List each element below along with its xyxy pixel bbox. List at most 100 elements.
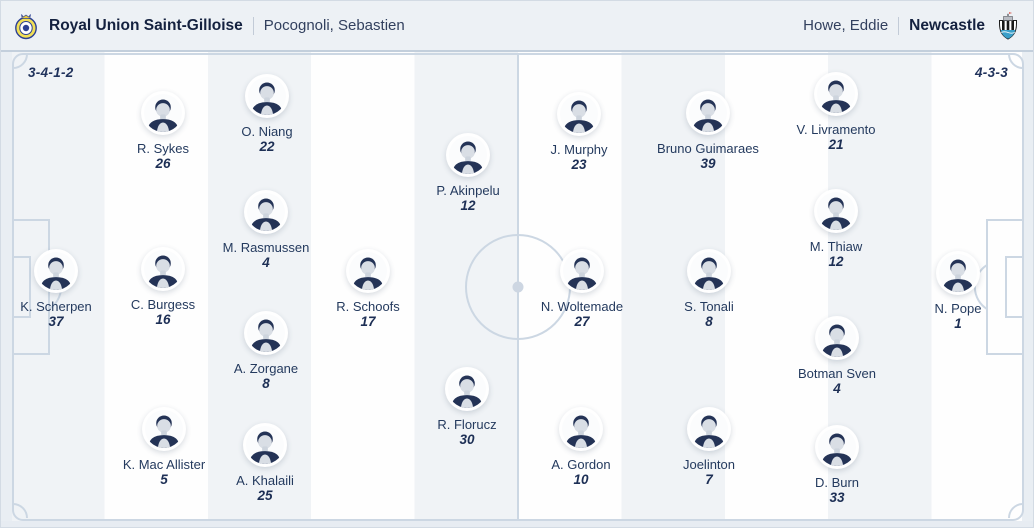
player-avatar [815, 316, 859, 360]
player-away[interactable]: Joelinton 7 [654, 407, 764, 488]
player-avatar [687, 407, 731, 451]
player-name: P. Akinpelu [436, 183, 500, 198]
player-name: O. Niang [241, 124, 293, 139]
player-silhouette-icon [689, 94, 727, 132]
player-number: 22 [259, 139, 275, 154]
player-avatar [142, 407, 186, 451]
player-name: Joelinton [682, 457, 736, 472]
player-number: 8 [262, 376, 270, 391]
player-name: M. Rasmussen [222, 240, 310, 255]
player-name: R. Schoofs [336, 299, 400, 314]
player-home[interactable]: A. Khalaili 25 [210, 423, 320, 504]
player-name: R. Sykes [136, 141, 189, 156]
player-avatar [686, 91, 730, 135]
player-number: 12 [828, 254, 844, 269]
player-number: 8 [705, 314, 713, 329]
player-name: C. Burgess [130, 297, 196, 312]
player-avatar [687, 249, 731, 293]
player-avatar [141, 247, 185, 291]
player-silhouette-icon [247, 314, 285, 352]
player-silhouette-icon [818, 319, 856, 357]
player-avatar [446, 133, 490, 177]
player-number: 7 [705, 472, 713, 487]
player-avatar [243, 423, 287, 467]
player-avatar [244, 311, 288, 355]
player-away[interactable]: N. Woltemade 27 [527, 249, 637, 330]
player-number: 21 [828, 137, 844, 152]
player-silhouette-icon [449, 136, 487, 174]
lineups-header: Royal Union Saint-Gilloise Pocognoli, Se… [1, 1, 1033, 52]
player-silhouette-icon [145, 410, 183, 448]
player-number: 10 [573, 472, 589, 487]
player-home[interactable]: O. Niang 22 [212, 74, 322, 155]
player-silhouette-icon [818, 428, 856, 466]
pitch-right-margin [1022, 52, 1033, 527]
player-name: A. Gordon [551, 457, 611, 472]
player-number: 25 [257, 488, 273, 503]
player-avatar [346, 249, 390, 293]
player-away[interactable]: D. Burn 33 [782, 425, 892, 506]
player-away[interactable]: A. Gordon 10 [526, 407, 636, 488]
player-number: 16 [155, 312, 171, 327]
player-name: D. Burn [814, 475, 860, 490]
player-name: Bruno Guimaraes [657, 141, 759, 156]
player-avatar [560, 249, 604, 293]
player-silhouette-icon [37, 252, 75, 290]
player-avatar [557, 92, 601, 136]
player-name: Botman Sven [797, 366, 877, 381]
pitch-left-margin [1, 52, 12, 527]
player-home[interactable]: K. Mac Allister 5 [109, 407, 219, 488]
away-team-crest-icon[interactable] [995, 11, 1021, 40]
player-avatar [244, 190, 288, 234]
player-home[interactable]: R. Schoofs 17 [313, 249, 423, 330]
player-name: N. Woltemade [540, 299, 624, 314]
pitch-bottom-margin [1, 521, 1033, 527]
away-team-name[interactable]: Newcastle [909, 16, 985, 34]
player-name: A. Khalaili [236, 473, 294, 488]
player-home[interactable]: R. Sykes 26 [108, 91, 218, 172]
player-home[interactable]: A. Zorgane 8 [211, 311, 321, 392]
player-avatar [559, 407, 603, 451]
player-away[interactable]: S. Tonali 8 [654, 249, 764, 330]
player-avatar [936, 251, 980, 295]
player-avatar [245, 74, 289, 118]
player-silhouette-icon [690, 252, 728, 290]
player-number: 33 [829, 490, 845, 505]
player-number: 4 [262, 255, 270, 270]
player-away[interactable]: Bruno Guimaraes 39 [653, 91, 763, 172]
player-home[interactable]: R. Florucz 30 [412, 367, 522, 448]
home-team-header: Royal Union Saint-Gilloise Pocognoli, Se… [13, 12, 405, 40]
player-silhouette-icon [247, 193, 285, 231]
player-silhouette-icon [144, 250, 182, 288]
player-name: R. Florucz [437, 417, 497, 432]
player-name: S. Tonali [684, 299, 734, 314]
player-away[interactable]: Botman Sven 4 [782, 316, 892, 397]
player-name: J. Murphy [550, 142, 608, 157]
header-divider [898, 16, 900, 35]
player-home[interactable]: P. Akinpelu 12 [413, 133, 523, 214]
player-silhouette-icon [562, 410, 600, 448]
player-away[interactable]: M. Thiaw 12 [781, 189, 891, 270]
player-name: K. Scherpen [20, 299, 92, 314]
player-name: M. Thiaw [809, 239, 863, 254]
player-home[interactable]: M. Rasmussen 4 [211, 190, 321, 271]
player-silhouette-icon [349, 252, 387, 290]
player-silhouette-icon [690, 410, 728, 448]
away-formation-label: 4-3-3 [974, 65, 1008, 80]
player-home[interactable]: C. Burgess 16 [108, 247, 218, 328]
header-divider [252, 16, 254, 35]
player-home[interactable]: K. Scherpen 37 [1, 249, 111, 330]
player-away[interactable]: J. Murphy 23 [524, 92, 634, 173]
home-team-name[interactable]: Royal Union Saint-Gilloise [49, 16, 243, 34]
player-avatar [814, 72, 858, 116]
player-number: 5 [160, 472, 168, 487]
player-silhouette-icon [817, 75, 855, 113]
player-silhouette-icon [246, 426, 284, 464]
player-away[interactable]: V. Livramento 21 [781, 72, 891, 153]
home-team-crest-icon[interactable] [13, 12, 39, 40]
player-away[interactable]: N. Pope 1 [903, 251, 1013, 332]
player-number: 37 [48, 314, 64, 329]
player-silhouette-icon [560, 95, 598, 133]
player-name: K. Mac Allister [122, 457, 206, 472]
